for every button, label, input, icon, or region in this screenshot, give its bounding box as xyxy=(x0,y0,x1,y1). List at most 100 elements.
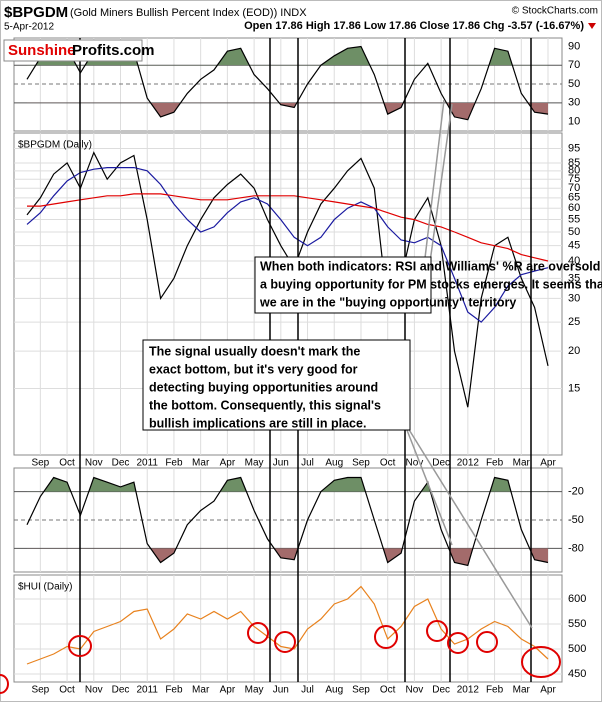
y-tick-label: 500 xyxy=(568,643,586,655)
y-tick-label: -50 xyxy=(568,514,584,526)
logo-brand: Sunshine xyxy=(8,42,76,59)
x-tick-label: Nov xyxy=(406,458,424,469)
header-title: $BPGDM xyxy=(4,4,68,21)
x-tick-label: Apr xyxy=(540,458,556,469)
pointer xyxy=(404,424,453,546)
y-tick-label: -80 xyxy=(568,542,584,554)
header-date: 5-Apr-2012 xyxy=(4,22,54,33)
x-tick-label: Oct xyxy=(380,458,396,469)
x-tick-label: Mar xyxy=(192,685,210,696)
y-tick-label: 15 xyxy=(568,382,580,394)
y-tick-label: 70 xyxy=(568,59,580,71)
x-tick-label: 2011 xyxy=(136,458,158,469)
pointer xyxy=(429,103,453,263)
circle xyxy=(274,631,296,653)
pointer-lines xyxy=(404,99,533,629)
x-tick-label: Sep xyxy=(352,685,370,696)
x-tick-label: 2012 xyxy=(457,458,480,469)
circles xyxy=(0,620,561,694)
series-line xyxy=(26,476,549,567)
panels: 10 30 50 70 90 Sep Oct Nov Dec 2011 Feb Mar Apr May Ju… xyxy=(13,37,586,696)
circle xyxy=(0,674,9,694)
y-tick-label: 50 xyxy=(568,226,580,238)
x-tick-label: Nov xyxy=(406,685,424,696)
circle xyxy=(521,646,561,678)
y-tick-label: 70 xyxy=(568,182,580,194)
x-tick-label: Dec xyxy=(432,458,450,469)
y-tick-label: 85 xyxy=(568,157,580,169)
annotation-line: a buying opportunity for PM stocks emerg… xyxy=(260,277,602,291)
credit: © StockCharts.com xyxy=(512,6,598,17)
y-tick-label: 55 xyxy=(568,213,580,225)
x-tick-label: Mar xyxy=(513,458,531,469)
y-tick-label: 30 xyxy=(568,97,580,109)
circle xyxy=(247,622,269,644)
y-tick-label: 95 xyxy=(568,142,580,154)
annotation-line: The signal usually doesn't mark the xyxy=(149,344,360,358)
y-tick-label: 450 xyxy=(568,668,586,680)
x-tick-label: Jul xyxy=(301,458,314,469)
x-tick-label: Sep xyxy=(352,458,370,469)
x-tick-label: Feb xyxy=(486,458,504,469)
x-tick-label: Nov xyxy=(85,458,103,469)
band-fill xyxy=(150,102,548,120)
x-tick-label: Dec xyxy=(112,685,130,696)
y-tick-label: 90 xyxy=(568,40,580,52)
annotation-line: bullish implications are still in place. xyxy=(149,416,366,430)
y-tick-label: -20 xyxy=(568,486,584,498)
y-tick-label: 60 xyxy=(568,202,580,214)
x-tick-label: 2011 xyxy=(136,685,158,696)
x-tick-label: Feb xyxy=(165,685,183,696)
annotation-line: detecting buying opportunities around xyxy=(149,380,378,394)
header-subtitle: (Gold Miners Bullish Percent Index (EOD)… xyxy=(70,7,307,19)
x-tick-label: Sep xyxy=(31,685,49,696)
quote: Open 17.86 High 17.86 Low 17.86 Close 17… xyxy=(244,20,584,32)
annotation-box xyxy=(142,339,411,431)
circle xyxy=(447,632,469,654)
y-tick-label: 45 xyxy=(568,240,580,252)
x-tick-label: Mar xyxy=(513,685,531,696)
x-tick-label: Aug xyxy=(325,685,343,696)
panel-title: $BPGDM (Daily) xyxy=(18,140,92,151)
x-tick-label: Feb xyxy=(486,685,504,696)
circle xyxy=(374,625,398,649)
circle xyxy=(426,620,448,642)
band-fill xyxy=(27,477,548,492)
annotation-line: the bottom. Consequently, this signal's xyxy=(149,398,381,412)
y-tick-label: 600 xyxy=(568,593,586,605)
annotation-line: exact bottom, but it's very good for xyxy=(149,362,358,376)
annotation-box xyxy=(254,256,432,314)
panel-title: $HUI (Daily) xyxy=(18,582,72,593)
x-tick-label: Oct xyxy=(380,685,396,696)
logo-domain: Profits.com xyxy=(72,42,155,59)
y-tick-label: 40 xyxy=(568,255,580,267)
annotation-line: When both indicators: RSI and Williams' … xyxy=(260,259,602,273)
y-tick-label: 25 xyxy=(568,316,580,328)
y-tick-label: 35 xyxy=(568,272,580,284)
x-tick-label: Aug xyxy=(325,458,343,469)
x-tick-label: Jun xyxy=(273,685,289,696)
x-tick-label: Oct xyxy=(59,458,75,469)
y-tick-label: 50 xyxy=(568,78,580,90)
x-tick-label: May xyxy=(245,458,264,469)
y-tick-label: 20 xyxy=(568,345,580,357)
y-tick-label: 30 xyxy=(568,292,580,304)
series-line xyxy=(27,193,549,262)
x-tick-label: Apr xyxy=(220,458,236,469)
pointer xyxy=(407,427,533,629)
x-tick-label: Jun xyxy=(273,458,289,469)
down-arrow xyxy=(588,23,596,29)
x-tick-label: Jul xyxy=(301,685,314,696)
circle xyxy=(476,631,498,653)
x-tick-label: Apr xyxy=(220,685,236,696)
series-line xyxy=(26,167,549,323)
x-tick-label: Dec xyxy=(112,458,130,469)
y-tick-label: 65 xyxy=(568,192,580,204)
x-tick-label: Dec xyxy=(432,685,450,696)
band-fill xyxy=(27,548,548,566)
y-tick-label: 80 xyxy=(568,165,580,177)
y-tick-label: 550 xyxy=(568,618,586,630)
x-tick-label: Sep xyxy=(31,458,49,469)
annotation-line: we are in the "buying opportunity" terri… xyxy=(259,295,516,309)
panel-frame xyxy=(13,574,563,683)
